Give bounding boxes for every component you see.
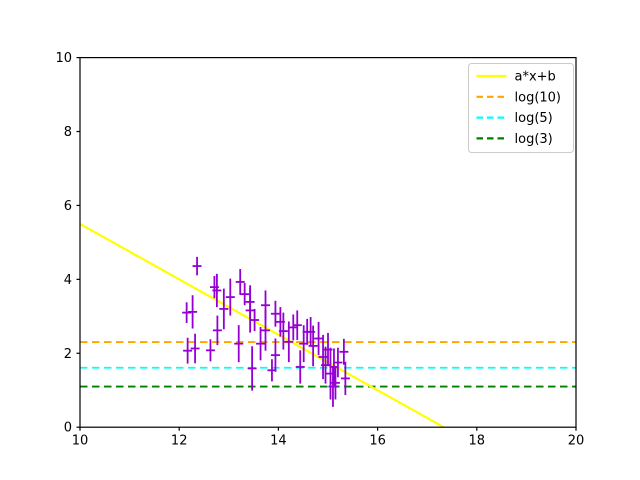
- fit-line: [79, 222, 445, 429]
- x-tick-label: 20: [568, 434, 585, 449]
- y-tick-label: 10: [55, 51, 72, 66]
- legend-box: [468, 63, 574, 153]
- x-tick-label: 12: [171, 434, 188, 449]
- x-tick-label: 14: [270, 434, 287, 449]
- legend-entry-label: log(5): [515, 111, 553, 126]
- y-tick-label: 6: [64, 199, 72, 214]
- legend-entry-label: log(10): [515, 90, 562, 105]
- axes-spines: [79, 56, 577, 428]
- x-tick-label: 16: [369, 434, 386, 449]
- legend-entry-label: a*x+b: [515, 70, 556, 85]
- x-tick-label: 18: [469, 434, 486, 449]
- y-tick-label: 4: [64, 273, 72, 288]
- y-tick-label: 2: [64, 347, 72, 362]
- y-tick-label: 8: [64, 125, 72, 140]
- y-tick-label: 0: [64, 421, 72, 436]
- x-tick-label: 10: [72, 434, 89, 449]
- legend-entry-label: log(3): [515, 132, 553, 147]
